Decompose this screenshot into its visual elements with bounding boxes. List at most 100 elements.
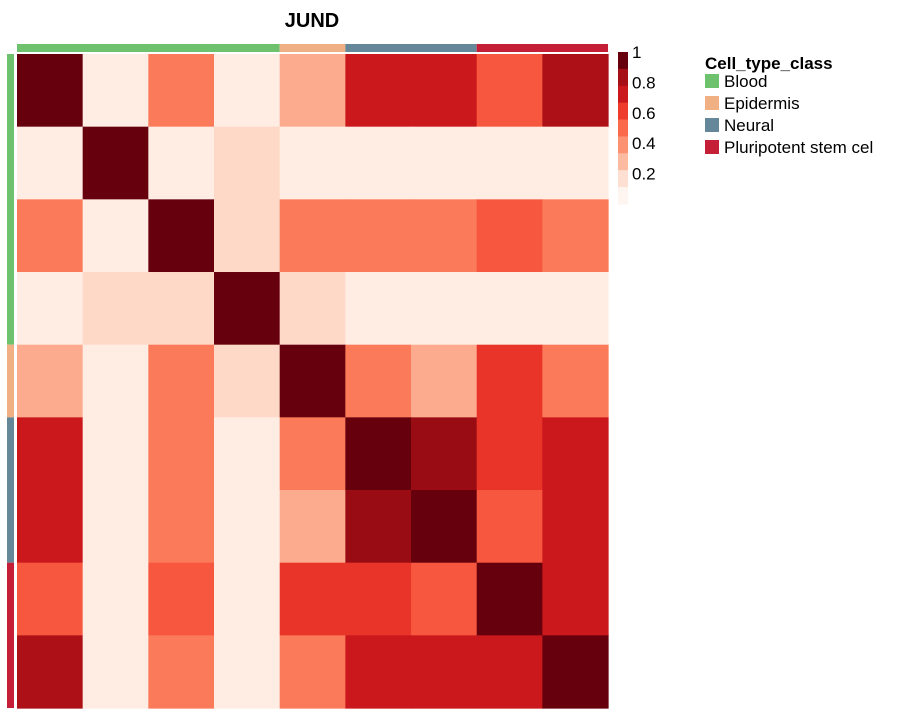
heatmap-cell-r3-c4	[214, 199, 281, 273]
legend-swatch-epidermis	[705, 96, 719, 110]
heatmap-cell-r5-c4	[214, 344, 281, 418]
left-annotation-blood	[7, 54, 14, 345]
heatmap-cell-r7-c6	[345, 490, 412, 564]
top-annotation-blood	[17, 44, 280, 52]
heatmap-cell-r9-c9	[542, 635, 609, 709]
heatmap-cell-r4-c6	[345, 272, 412, 346]
heatmap-cell-r3-c7	[411, 199, 478, 273]
heatmap-cell-r3-c3	[148, 199, 215, 273]
legend-swatch-pluripotent-stem-cel	[705, 140, 719, 154]
colorbar-band-1	[618, 52, 628, 70]
heatmap-cell-r2-c2	[82, 126, 149, 200]
heatmap-cell-r8-c5	[279, 562, 346, 636]
heatmap-cell-r5-c9	[542, 344, 609, 418]
heatmap-cell-r8-c6	[345, 562, 412, 636]
heatmap-cell-r6-c5	[279, 417, 346, 491]
heatmap-cell-r8-c2	[82, 562, 149, 636]
heatmap-cell-r6-c9	[542, 417, 609, 491]
top-annotation-pluripotent-stem-cel	[476, 44, 609, 52]
heatmap-cell-r4-c7	[411, 272, 478, 346]
heatmap-cell-r5-c8	[476, 344, 543, 418]
heatmap-cell-r2-c9	[542, 126, 609, 200]
annotation-legend: Cell_type_class Blood Epidermis Neural Plur…	[705, 54, 873, 157]
heatmap-cell-r2-c8	[476, 126, 543, 200]
top-annotation-neural	[345, 44, 477, 52]
heatmap-cell-r1-c3	[148, 54, 215, 128]
heatmap-cell-r6-c8	[476, 417, 543, 491]
heatmap-cell-r3-c8	[476, 199, 543, 273]
left-annotation-pluripotent-stem-cel	[7, 562, 14, 709]
heatmap-cell-r9-c6	[345, 635, 412, 709]
heatmap-cell-r6-c3	[148, 417, 215, 491]
left-annotation-neural	[7, 417, 14, 563]
heatmap-cell-r9-c2	[82, 635, 149, 709]
heatmap-cell-r1-c1	[17, 54, 84, 128]
heatmap-cell-r8-c9	[542, 562, 609, 636]
heatmap-cell-r4-c4	[214, 272, 281, 346]
heatmap-cell-r4-c9	[542, 272, 609, 346]
heatmap-cell-r1-c2	[82, 54, 149, 128]
colorbar-band-4	[618, 102, 628, 121]
heatmap-cell-r1-c8	[476, 54, 543, 128]
heatmap-cell-r6-c4	[214, 417, 281, 491]
top-annotation-bar	[17, 44, 609, 52]
heatmap-cell-r5-c7	[411, 344, 478, 418]
heatmap-cell-r9-c8	[476, 635, 543, 709]
heatmap-cell-r5-c3	[148, 344, 215, 418]
colorbar-band-5	[618, 119, 628, 137]
heatmap-cell-r7-c1	[17, 490, 84, 564]
heatmap-cell-r6-c7	[411, 417, 478, 491]
heatmap-cell-r6-c2	[82, 417, 149, 491]
legend-title: Cell_type_class	[705, 54, 833, 73]
heatmap-cell-r7-c4	[214, 490, 281, 564]
heatmap-cell-r5-c6	[345, 344, 412, 418]
heatmap-cell-r7-c5	[279, 490, 346, 564]
heatmap-cell-r8-c4	[214, 562, 281, 636]
left-annotation-bar	[7, 54, 14, 709]
legend-label-pluripotent-stem-cel: Pluripotent stem cel	[724, 138, 873, 157]
colorbar: 1 0.8 0.6 0.4 0.2	[618, 43, 656, 205]
heatmap-cell-r7-c3	[148, 490, 215, 564]
heatmap-cell-r6-c6	[345, 417, 412, 491]
legend-label-epidermis: Epidermis	[724, 94, 800, 113]
heatmap-cell-r8-c1	[17, 562, 84, 636]
colorbar-tick-label: 1	[632, 43, 641, 62]
colorbar-tick-label: 0.2	[632, 165, 656, 184]
heatmap-cell-r9-c3	[148, 635, 215, 709]
heatmap-cell-r8-c7	[411, 562, 478, 636]
colorbar-band-3	[618, 85, 628, 104]
heatmap-cell-r1-c9	[542, 54, 609, 128]
heatmap-cell-r8-c8	[476, 562, 543, 636]
heatmap-cell-r4-c5	[279, 272, 346, 346]
colorbar-tick-label: 0.4	[632, 134, 656, 153]
heatmap-cell-r6-c1	[17, 417, 84, 491]
heatmap-cell-r8-c3	[148, 562, 215, 636]
heatmap-cell-r3-c5	[279, 199, 346, 273]
chart-title: JUND	[285, 10, 339, 32]
heatmap-cell-r9-c1	[17, 635, 84, 709]
colorbar-band-9	[618, 187, 628, 205]
heatmap-cell-r4-c1	[17, 272, 84, 346]
heatmap-cell-r7-c2	[82, 490, 149, 564]
legend-swatch-neural	[705, 118, 719, 132]
heatmap-cell-r7-c7	[411, 490, 478, 564]
colorbar-band-6	[618, 136, 628, 154]
colorbar-tick-label: 0.6	[632, 104, 656, 123]
legend-swatch-blood	[705, 74, 719, 88]
heatmap-cell-r1-c7	[411, 54, 478, 128]
colorbar-band-7	[618, 153, 628, 171]
heatmap-cell-r3-c9	[542, 199, 609, 273]
heatmap-cells	[17, 54, 609, 709]
heatmap-cell-r3-c2	[82, 199, 149, 273]
colorbar-band-8	[618, 170, 628, 188]
top-annotation-epidermis	[279, 44, 346, 52]
heatmap-cell-r7-c8	[476, 490, 543, 564]
colorbar-tick-label: 0.8	[632, 73, 656, 92]
left-annotation-epidermis	[7, 344, 14, 418]
heatmap-cell-r4-c8	[476, 272, 543, 346]
heatmap-cell-r2-c1	[17, 126, 84, 200]
heatmap-cell-r5-c5	[279, 344, 346, 418]
heatmap-cell-r9-c7	[411, 635, 478, 709]
